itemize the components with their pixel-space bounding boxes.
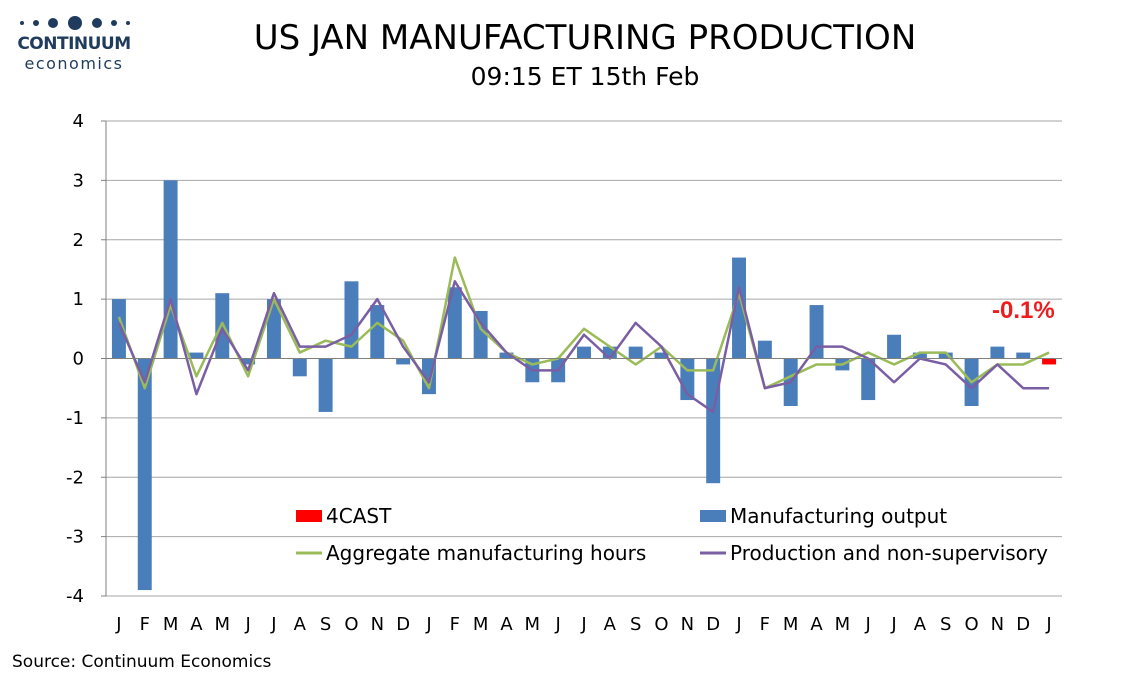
output-bar	[809, 305, 824, 359]
output-bar	[499, 352, 514, 359]
output-bar	[111, 299, 126, 359]
y-tick-label: 4	[73, 111, 84, 132]
legend-label: 4CAST	[326, 504, 392, 528]
output-bar	[137, 358, 152, 591]
bar-series	[111, 180, 1057, 591]
output-bar	[706, 358, 721, 484]
output-bar	[757, 340, 772, 359]
output-bar	[1016, 352, 1031, 359]
x-tick-label: M	[473, 614, 489, 635]
gridlines	[106, 120, 1062, 597]
chart-title: US JAN MANUFACTURING PRODUCTION	[253, 18, 917, 58]
logo-subtext: economics	[24, 54, 124, 73]
x-tick-label: J	[425, 614, 431, 635]
x-tick-label: A	[294, 614, 307, 635]
x-tick-label: M	[163, 614, 179, 635]
continuum-logo: CONTINUUM economics	[10, 12, 140, 74]
output-bar	[887, 334, 902, 359]
y-tick-label: -2	[66, 467, 84, 488]
x-tick-label: N	[681, 614, 694, 635]
x-tick-label: D	[706, 614, 720, 635]
x-tick-label: A	[810, 614, 823, 635]
x-tick-label: A	[190, 614, 203, 635]
output-bar	[292, 358, 307, 377]
x-tick-label: F	[760, 614, 770, 635]
x-tick-label: A	[500, 614, 513, 635]
y-tick-label: 3	[73, 170, 84, 191]
source-note: Source: Continuum Economics	[12, 652, 272, 672]
x-tick-label: S	[940, 614, 951, 635]
output-bar	[447, 287, 462, 359]
output-bar	[318, 358, 333, 412]
logo-dots-icon	[20, 16, 130, 30]
x-tick-label: N	[991, 614, 1004, 635]
output-bar	[628, 346, 643, 359]
x-tick-label: F	[140, 614, 150, 635]
hours-line	[117, 256, 1050, 390]
legend-label: Manufacturing output	[730, 504, 947, 528]
x-tick-label: N	[371, 614, 384, 635]
output-bar	[912, 352, 927, 359]
x-tick-label: A	[914, 614, 927, 635]
x-tick-label: J	[555, 614, 561, 635]
x-tick-label: M	[525, 614, 541, 635]
output-bar	[861, 358, 876, 401]
output-bar	[163, 180, 178, 359]
x-tick-label: D	[1016, 614, 1030, 635]
forecast-bar	[1042, 358, 1057, 365]
x-tick-label: J	[270, 614, 276, 635]
output-bar	[215, 293, 230, 359]
y-tick-label: 2	[73, 230, 84, 251]
output-bar	[266, 299, 281, 359]
legend-swatch	[700, 510, 726, 522]
output-bar	[370, 305, 385, 359]
x-tick-label: M	[835, 614, 851, 635]
output-bar	[990, 346, 1005, 359]
forecast-label: -0.1%	[992, 297, 1055, 324]
output-bar	[602, 346, 617, 359]
output-bar	[189, 352, 204, 359]
y-tick-label: -4	[66, 586, 84, 607]
output-bar	[732, 257, 747, 359]
chart-subtitle: 09:15 ET 15th Feb	[470, 62, 700, 91]
x-tick-label: S	[320, 614, 331, 635]
x-tick-label: M	[783, 614, 799, 635]
y-tick-label: 0	[73, 349, 84, 370]
x-tick-label: M	[215, 614, 231, 635]
y-tick-label: -3	[66, 527, 84, 548]
x-tick-label: J	[890, 614, 896, 635]
output-bar	[473, 311, 488, 359]
x-tick-label: A	[604, 614, 617, 635]
x-tick-label: S	[630, 614, 641, 635]
x-tick-label: F	[450, 614, 460, 635]
x-tick-label: O	[344, 614, 358, 635]
output-bar	[344, 281, 359, 359]
x-tick-label: J	[865, 614, 871, 635]
x-tick-label: J	[1045, 614, 1051, 635]
x-tick-label: D	[396, 614, 410, 635]
x-tick-label: J	[735, 614, 741, 635]
x-tick-label: J	[244, 614, 250, 635]
output-bar	[577, 346, 591, 359]
x-tick-label: O	[964, 614, 978, 635]
output-bar	[654, 352, 669, 359]
x-tick-label: J	[115, 614, 121, 635]
output-bar	[938, 352, 953, 359]
output-bar	[396, 358, 411, 365]
y-tick-label: 1	[73, 289, 84, 310]
legend-label: Production and non-supervisory	[730, 541, 1048, 565]
logo-brand: CONTINUUM	[17, 34, 131, 54]
x-tick-label: O	[654, 614, 668, 635]
legend-label: Aggregate manufacturing hours	[326, 541, 646, 565]
y-tick-label: -1	[66, 408, 84, 429]
production-line	[117, 280, 1050, 414]
output-bar	[241, 358, 256, 365]
line-series	[117, 256, 1050, 414]
legend: 4CAST Manufacturing output Aggregate manuf…	[296, 504, 1048, 565]
x-tick-label: J	[580, 614, 586, 635]
legend-swatch	[296, 510, 322, 522]
